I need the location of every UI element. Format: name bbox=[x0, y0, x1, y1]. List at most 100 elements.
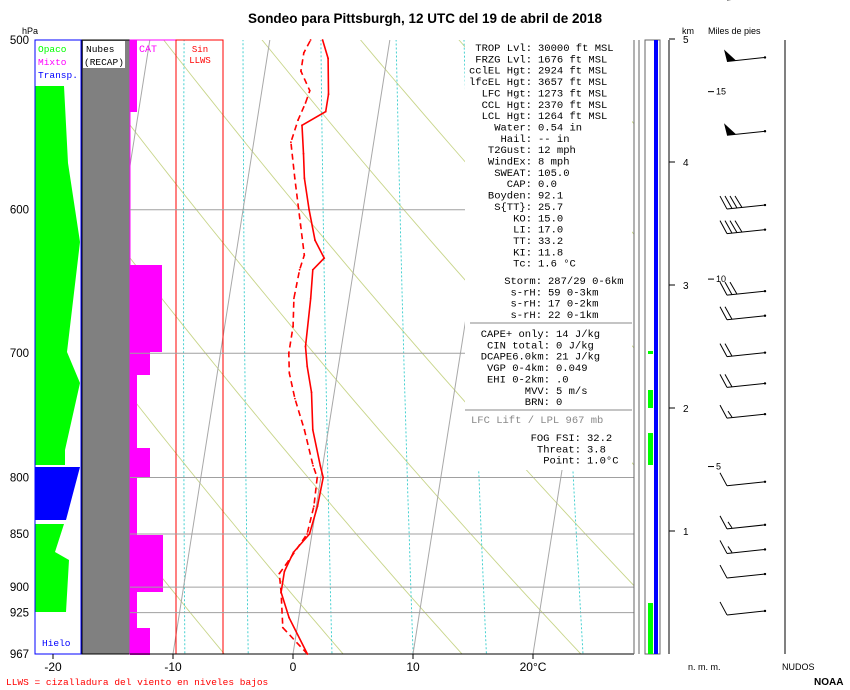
mixing-ratio-line bbox=[183, 40, 186, 654]
pressure-tick-label: 900 bbox=[10, 582, 29, 594]
profile-point bbox=[287, 560, 290, 562]
param-value: 1264 ft MSL bbox=[538, 111, 607, 123]
wind-barb-flag bbox=[724, 49, 736, 62]
param-value: 0.54 in bbox=[538, 122, 582, 134]
profile-point bbox=[316, 505, 319, 508]
wind-barb-full bbox=[719, 374, 728, 388]
pressure-tick-label: 925 bbox=[10, 608, 29, 620]
wind-barb-full bbox=[719, 472, 728, 487]
param-value: 2924 ft MSL bbox=[538, 66, 607, 78]
profile-point bbox=[308, 533, 311, 535]
param-key: Tc: bbox=[513, 259, 532, 271]
legend-mixed: Mixto bbox=[38, 57, 67, 68]
pressure-axis: 500 600 700 800 850 900 925 967 bbox=[10, 35, 634, 661]
wind-barb-point bbox=[763, 523, 767, 527]
wind-barb-staff bbox=[726, 229, 766, 235]
profile-point bbox=[303, 428, 306, 431]
km-tick-label: 3 bbox=[683, 281, 689, 292]
cape-value: .0 bbox=[556, 374, 569, 386]
pressure-tick-label: 967 bbox=[10, 649, 29, 661]
profile-point bbox=[311, 428, 314, 431]
param-key: Water: bbox=[494, 122, 532, 134]
wind-barb-full bbox=[719, 540, 728, 554]
profile-point bbox=[323, 257, 326, 259]
wind-barb-point bbox=[763, 130, 767, 133]
param-key: LCL Hgt: bbox=[482, 111, 532, 123]
pressure-tick-label: 600 bbox=[10, 205, 29, 217]
param-value: -- in bbox=[538, 134, 570, 146]
wind-barb-staff bbox=[726, 573, 766, 579]
wind-barb-full bbox=[729, 281, 738, 295]
profile-point bbox=[303, 177, 306, 180]
cat-label: CAT bbox=[139, 45, 157, 56]
km-tick-label: 2 bbox=[683, 404, 689, 415]
wind-barb-staff bbox=[726, 56, 766, 62]
profile-point bbox=[290, 141, 292, 144]
storm-value: 287/29 0-6km bbox=[548, 276, 624, 288]
wind-barb-full bbox=[719, 564, 728, 579]
isotherm bbox=[172, 40, 271, 654]
param-key: FRZG Lvl: bbox=[475, 54, 532, 66]
param-value: 12 mph bbox=[538, 145, 576, 157]
cape-key: CAPE+ only: bbox=[481, 329, 550, 341]
clouds-label-line1: Nubes bbox=[86, 44, 115, 55]
temperature-tick-label: -10 bbox=[164, 660, 182, 674]
param-key: Hail: bbox=[500, 134, 532, 146]
wind-barb-point bbox=[763, 609, 767, 613]
parameters-table: TROP Lvl: 30000 ft MSL FRZG Lvl: 1676 ft MS… bbox=[465, 43, 632, 468]
storm-key: s-rH: bbox=[510, 287, 542, 299]
profile-point bbox=[294, 397, 296, 400]
isotherm bbox=[292, 40, 391, 654]
profile-point bbox=[309, 39, 312, 41]
temperature-tick-label: 0 bbox=[290, 660, 297, 674]
cape-key: CIN total: bbox=[487, 340, 550, 352]
opaque-cloud-area-low bbox=[35, 524, 69, 612]
llws-label-line1: Sin bbox=[192, 45, 208, 55]
wind-barb-staff bbox=[726, 382, 766, 388]
dry-adiabat bbox=[163, 40, 634, 587]
param-key: WindEx: bbox=[488, 157, 532, 169]
wind-barb-staff bbox=[726, 548, 766, 554]
profile-point bbox=[303, 254, 306, 256]
wind-barb-full bbox=[719, 220, 728, 234]
storm-value: 22 0-1km bbox=[548, 310, 598, 322]
wind-barb-staff bbox=[726, 204, 766, 210]
wind-barb-point bbox=[763, 351, 767, 354]
km-tick-label: 4 bbox=[683, 158, 689, 169]
cape-value: 0 bbox=[556, 397, 562, 409]
wind-barb-point bbox=[763, 572, 767, 576]
sounding-profiles bbox=[278, 39, 330, 655]
profile-point bbox=[322, 476, 325, 479]
param-value: 8 mph bbox=[538, 157, 570, 169]
param-key: CAP: bbox=[507, 179, 532, 191]
dry-adiabat bbox=[718, 2, 850, 685]
dry-adiabat bbox=[130, 124, 582, 654]
profile-point bbox=[300, 70, 302, 72]
wind-barb-point bbox=[763, 548, 767, 551]
cape-value: 21 J/kg bbox=[556, 352, 600, 364]
param-value: 1273 ft MSL bbox=[538, 88, 607, 100]
profile-point bbox=[306, 533, 308, 535]
mixing-ratio-line bbox=[320, 40, 333, 654]
cloud-columns bbox=[34, 39, 224, 655]
wind-barb-point bbox=[763, 412, 767, 416]
param-value: 11.8 bbox=[538, 247, 563, 259]
kft-tick-label: 5 bbox=[716, 462, 721, 472]
opaque-strip-4 bbox=[648, 603, 653, 654]
param-value: 92.1 bbox=[538, 191, 563, 203]
mixing-ratio-line bbox=[395, 40, 414, 654]
profile-point bbox=[283, 570, 286, 573]
profile-point bbox=[311, 268, 314, 271]
opaque-cloud-area bbox=[35, 86, 80, 465]
dewpoint-profile bbox=[278, 39, 319, 655]
profile-point bbox=[288, 372, 291, 374]
wind-barb-full bbox=[724, 220, 733, 234]
pressure-tick-label: 700 bbox=[10, 348, 29, 360]
param-key: Boyden: bbox=[488, 191, 532, 203]
kft-axis-title: Miles de pies bbox=[708, 26, 761, 36]
param-value: 30000 ft MSL bbox=[538, 43, 614, 55]
profile-point bbox=[313, 505, 315, 508]
profile-point bbox=[327, 57, 329, 60]
wind-barb-full bbox=[724, 195, 733, 209]
profile-point bbox=[281, 626, 284, 629]
